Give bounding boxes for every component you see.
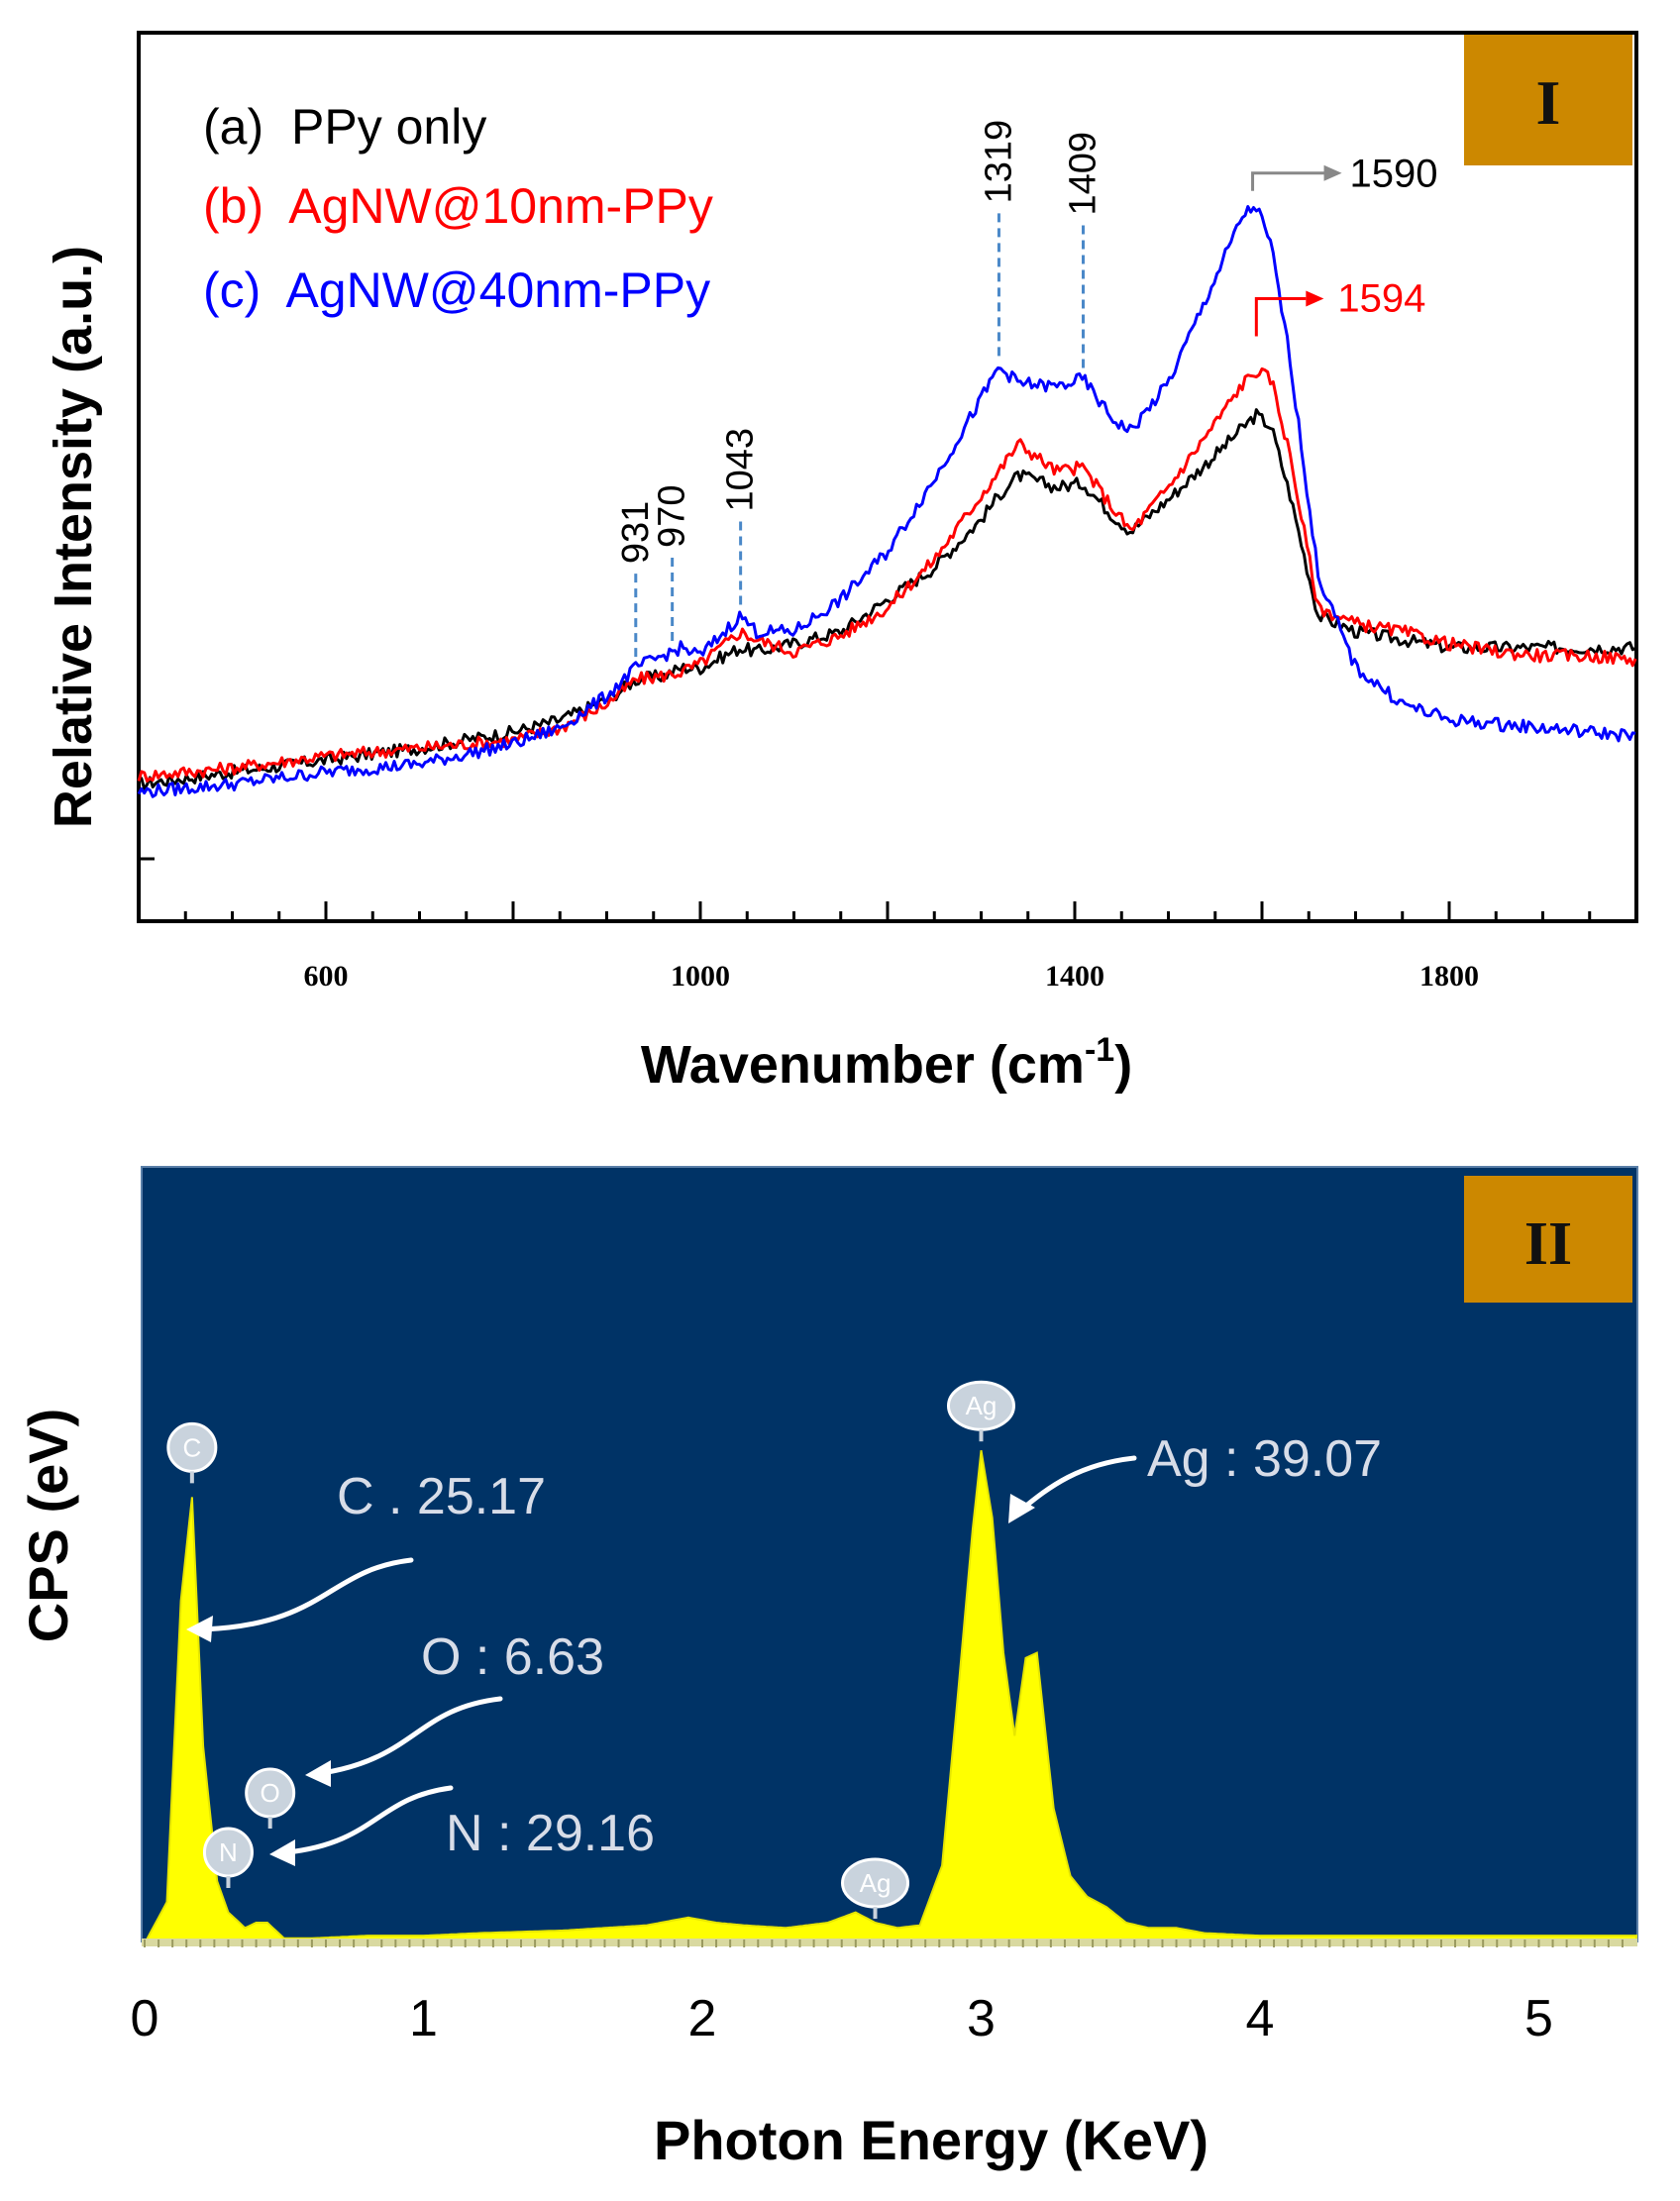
arrow-head-n — [269, 1839, 295, 1866]
raman-plot-frame — [137, 31, 1638, 923]
arrow-head-c — [186, 1616, 213, 1642]
raman-x-tick-label: 1800 — [1419, 960, 1479, 993]
eds-x-tick-label: 5 — [1524, 1990, 1553, 2047]
raman-legend: (a) PPy only (b) AgNW@10nm-PPy (c) AgNW@… — [203, 99, 713, 318]
panel-label-ii: II — [1524, 1210, 1572, 1278]
element-marker-ag: Ag — [841, 1857, 910, 1920]
raman-y-axis-title: Relative Intensity (a.u.) — [44, 246, 103, 828]
peak-label-1594: 1594 — [1337, 276, 1425, 320]
eds-x-axis-strip — [142, 1939, 1637, 1946]
arrow-c — [200, 1557, 414, 1632]
legend-label-b: AgNW@10nm-PPy — [288, 178, 713, 234]
peak-arrow-1594 — [1306, 290, 1324, 307]
element-symbol: Ag — [966, 1391, 998, 1420]
raman-x-tick-label: 600 — [304, 960, 349, 993]
arrow-n — [284, 1785, 454, 1855]
arrow-ag — [1017, 1455, 1137, 1514]
eds-spectrum-group — [143, 1450, 1637, 1944]
legend-item-ppy: (a) PPy only — [203, 99, 486, 155]
panel-label-i: I — [1536, 67, 1561, 138]
eds-annotation-arrows — [200, 1455, 1137, 1855]
eds-x-tick-label: 1 — [409, 1990, 438, 2047]
raman-x-axis-title-main: Wavenumber (cm — [641, 1035, 1085, 1095]
legend-item-agnw10: (b) AgNW@10nm-PPy — [203, 178, 713, 234]
panel-eds: 0 1 2 3 4 5 C . 25.17 O : 6.63 N : 29.16 Ag :… — [17, 1166, 1638, 2171]
eds-x-tick-label: 3 — [967, 1990, 996, 2047]
value-label-ag: Ag : 39.07 — [1147, 1430, 1382, 1488]
peak-label-1409: 1409 — [1063, 132, 1104, 216]
legend-tag-b: (b) — [203, 178, 263, 234]
raman-x-tick-label: 1400 — [1045, 960, 1104, 993]
legend-label-c: AgNW@40nm-PPy — [285, 262, 710, 318]
element-symbol: Ag — [860, 1868, 892, 1898]
eds-x-tick-label: 4 — [1246, 1990, 1275, 2047]
element-symbol: N — [219, 1837, 238, 1867]
element-marker-n: N — [202, 1827, 254, 1888]
panel-badge-i — [1464, 35, 1632, 165]
legend-item-agnw40: (c) AgNW@40nm-PPy — [203, 262, 710, 318]
eds-y-axis-title: CPS (eV) — [17, 1409, 79, 1643]
eds-arrow-heads — [186, 1494, 1035, 1866]
element-symbol: O — [261, 1778, 280, 1808]
raman-series-3 — [137, 205, 1636, 798]
raman-x-ticks: 600 1000 1400 1800 — [183, 901, 1638, 993]
legend-tag-c: (c) — [203, 262, 261, 318]
eds-spectrum-area — [143, 1450, 1637, 1944]
legend-tag-a: (a) — [203, 99, 263, 155]
eds-x-tick-label: 0 — [131, 1990, 159, 2047]
element-marker-ag: Ag — [946, 1380, 1015, 1442]
element-symbol: C — [182, 1432, 201, 1462]
panel-badge-ii — [1464, 1176, 1632, 1303]
eds-x-tick-label: 2 — [688, 1990, 717, 2047]
raman-x-axis-title-sup: -1 — [1085, 1031, 1114, 1069]
peak-leader-1594 — [1254, 296, 1307, 337]
legend-label-a: PPy only — [291, 99, 486, 155]
peak-label-931: 931 — [615, 501, 657, 564]
raman-series-2 — [137, 367, 1637, 783]
value-label-n: N : 29.16 — [446, 1805, 655, 1862]
raman-series-group — [137, 205, 1637, 798]
arrow-head-o — [305, 1760, 331, 1787]
peak-arrow-1590 — [1323, 164, 1342, 181]
eds-element-markers: C ON Ag Ag — [166, 1380, 1015, 1920]
peak-label-970: 970 — [652, 485, 693, 548]
peak-label-1043: 1043 — [720, 428, 762, 512]
peak-leader-1590 — [1251, 171, 1327, 191]
peak-label-1319: 1319 — [978, 120, 1019, 204]
raman-x-axis-title: Wavenumber (cm-1) — [641, 1031, 1132, 1095]
element-marker-c: C — [166, 1421, 218, 1484]
arrow-head-ag — [1008, 1494, 1035, 1523]
eds-x-axis-title: Photon Energy (KeV) — [654, 2109, 1208, 2171]
element-marker-o: O — [245, 1767, 296, 1829]
value-label-o: O : 6.63 — [421, 1628, 604, 1686]
raman-x-axis-title-close: ) — [1114, 1035, 1132, 1095]
eds-value-labels: C . 25.17 O : 6.63 N : 29.16 Ag : 39.07 — [337, 1430, 1382, 1862]
eds-x-ticks: 0 1 2 3 4 5 — [131, 1939, 1637, 2047]
raman-x-tick-label: 1000 — [671, 960, 730, 993]
arrow-o — [319, 1696, 503, 1776]
value-label-c: C . 25.17 — [337, 1468, 546, 1525]
peak-label-1590: 1590 — [1350, 153, 1438, 196]
